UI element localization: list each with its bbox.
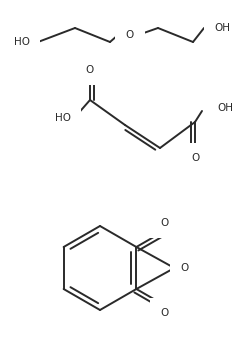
Text: HO: HO [14,37,30,47]
Text: O: O [180,263,189,273]
Text: OH: OH [214,23,230,33]
Text: O: O [86,65,94,75]
Text: O: O [126,30,134,40]
Text: O: O [160,308,168,318]
Text: HO: HO [55,113,71,123]
Text: O: O [191,153,199,163]
Text: O: O [160,218,168,228]
Text: OH: OH [217,103,233,113]
